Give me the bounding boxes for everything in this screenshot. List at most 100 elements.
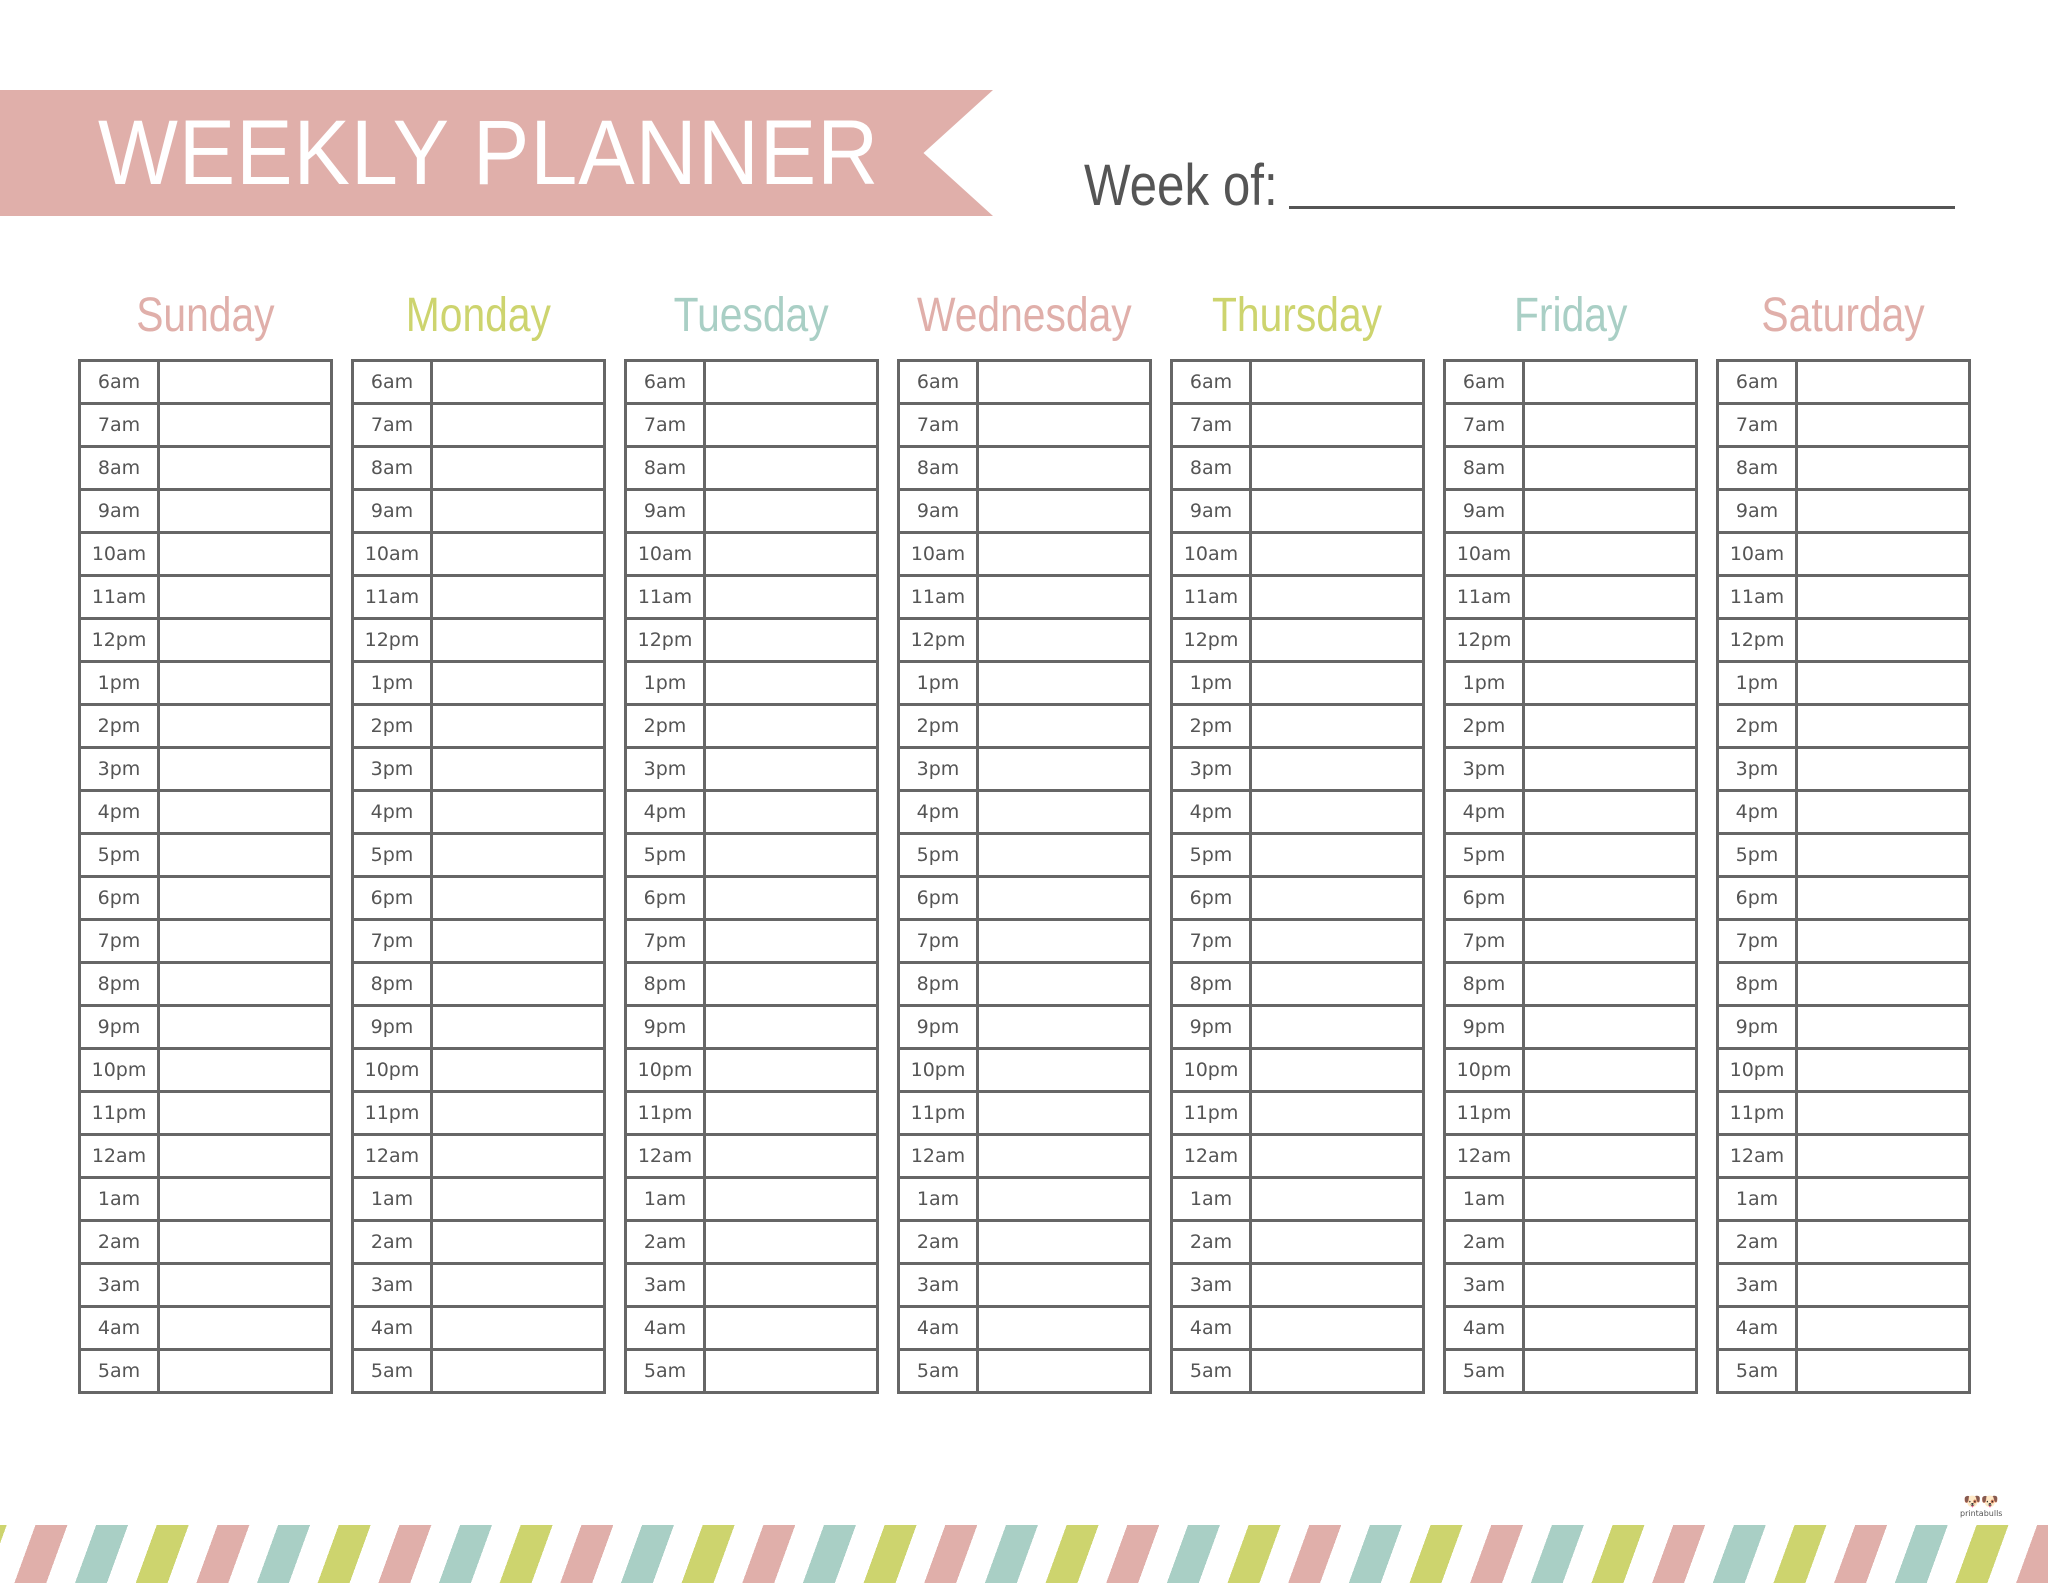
entry-cell[interactable]: [430, 574, 606, 620]
entry-cell[interactable]: [430, 1348, 606, 1394]
entry-cell[interactable]: [1522, 1090, 1698, 1136]
entry-cell[interactable]: [976, 1047, 1152, 1093]
entry-cell[interactable]: [1249, 1004, 1425, 1050]
entry-cell[interactable]: [430, 660, 606, 706]
entry-cell[interactable]: [1795, 746, 1971, 792]
entry-cell[interactable]: [976, 1219, 1152, 1265]
entry-cell[interactable]: [157, 1047, 333, 1093]
entry-cell[interactable]: [1795, 789, 1971, 835]
entry-cell[interactable]: [1795, 574, 1971, 620]
entry-cell[interactable]: [157, 1348, 333, 1394]
entry-cell[interactable]: [703, 1262, 879, 1308]
entry-cell[interactable]: [976, 1305, 1152, 1351]
entry-cell[interactable]: [703, 1090, 879, 1136]
entry-cell[interactable]: [157, 574, 333, 620]
entry-cell[interactable]: [1795, 531, 1971, 577]
entry-cell[interactable]: [703, 574, 879, 620]
entry-cell[interactable]: [1795, 1305, 1971, 1351]
entry-cell[interactable]: [430, 359, 606, 405]
entry-cell[interactable]: [703, 875, 879, 921]
entry-cell[interactable]: [1249, 617, 1425, 663]
entry-cell[interactable]: [976, 1176, 1152, 1222]
entry-cell[interactable]: [976, 1090, 1152, 1136]
entry-cell[interactable]: [1249, 445, 1425, 491]
entry-cell[interactable]: [703, 832, 879, 878]
entry-cell[interactable]: [1795, 961, 1971, 1007]
entry-cell[interactable]: [976, 617, 1152, 663]
entry-cell[interactable]: [1795, 660, 1971, 706]
entry-cell[interactable]: [1522, 660, 1698, 706]
entry-cell[interactable]: [1795, 1047, 1971, 1093]
entry-cell[interactable]: [703, 1219, 879, 1265]
entry-cell[interactable]: [1522, 746, 1698, 792]
entry-cell[interactable]: [976, 746, 1152, 792]
entry-cell[interactable]: [1249, 961, 1425, 1007]
entry-cell[interactable]: [1795, 1219, 1971, 1265]
entry-cell[interactable]: [703, 617, 879, 663]
entry-cell[interactable]: [976, 1262, 1152, 1308]
entry-cell[interactable]: [1795, 1262, 1971, 1308]
entry-cell[interactable]: [1249, 789, 1425, 835]
entry-cell[interactable]: [1795, 875, 1971, 921]
entry-cell[interactable]: [157, 359, 333, 405]
entry-cell[interactable]: [976, 1004, 1152, 1050]
entry-cell[interactable]: [976, 488, 1152, 534]
entry-cell[interactable]: [430, 1047, 606, 1093]
entry-cell[interactable]: [1795, 359, 1971, 405]
entry-cell[interactable]: [157, 531, 333, 577]
entry-cell[interactable]: [430, 961, 606, 1007]
entry-cell[interactable]: [1522, 488, 1698, 534]
entry-cell[interactable]: [1249, 1176, 1425, 1222]
entry-cell[interactable]: [157, 918, 333, 964]
entry-cell[interactable]: [1522, 1305, 1698, 1351]
entry-cell[interactable]: [1522, 832, 1698, 878]
entry-cell[interactable]: [157, 789, 333, 835]
entry-cell[interactable]: [1795, 1348, 1971, 1394]
entry-cell[interactable]: [976, 1348, 1152, 1394]
entry-cell[interactable]: [157, 402, 333, 448]
entry-cell[interactable]: [976, 531, 1152, 577]
entry-cell[interactable]: [1249, 1133, 1425, 1179]
entry-cell[interactable]: [430, 402, 606, 448]
entry-cell[interactable]: [1249, 1090, 1425, 1136]
entry-cell[interactable]: [430, 789, 606, 835]
entry-cell[interactable]: [1249, 1262, 1425, 1308]
entry-cell[interactable]: [157, 1004, 333, 1050]
entry-cell[interactable]: [703, 746, 879, 792]
entry-cell[interactable]: [157, 1305, 333, 1351]
entry-cell[interactable]: [157, 488, 333, 534]
entry-cell[interactable]: [1522, 617, 1698, 663]
entry-cell[interactable]: [430, 1305, 606, 1351]
entry-cell[interactable]: [1522, 789, 1698, 835]
entry-cell[interactable]: [430, 1133, 606, 1179]
entry-cell[interactable]: [157, 961, 333, 1007]
entry-cell[interactable]: [1522, 1348, 1698, 1394]
entry-cell[interactable]: [157, 1262, 333, 1308]
entry-cell[interactable]: [430, 488, 606, 534]
entry-cell[interactable]: [1795, 445, 1971, 491]
entry-cell[interactable]: [1795, 918, 1971, 964]
entry-cell[interactable]: [1249, 1348, 1425, 1394]
entry-cell[interactable]: [703, 1047, 879, 1093]
entry-cell[interactable]: [976, 918, 1152, 964]
entry-cell[interactable]: [1249, 1047, 1425, 1093]
entry-cell[interactable]: [1522, 703, 1698, 749]
entry-cell[interactable]: [1249, 359, 1425, 405]
entry-cell[interactable]: [1249, 488, 1425, 534]
entry-cell[interactable]: [703, 918, 879, 964]
entry-cell[interactable]: [430, 617, 606, 663]
entry-cell[interactable]: [430, 531, 606, 577]
entry-cell[interactable]: [157, 1219, 333, 1265]
entry-cell[interactable]: [703, 961, 879, 1007]
entry-cell[interactable]: [1795, 617, 1971, 663]
entry-cell[interactable]: [1249, 402, 1425, 448]
entry-cell[interactable]: [976, 402, 1152, 448]
entry-cell[interactable]: [703, 660, 879, 706]
entry-cell[interactable]: [976, 961, 1152, 1007]
entry-cell[interactable]: [157, 1133, 333, 1179]
entry-cell[interactable]: [1522, 1047, 1698, 1093]
entry-cell[interactable]: [703, 488, 879, 534]
entry-cell[interactable]: [430, 1176, 606, 1222]
entry-cell[interactable]: [430, 1219, 606, 1265]
entry-cell[interactable]: [1795, 703, 1971, 749]
